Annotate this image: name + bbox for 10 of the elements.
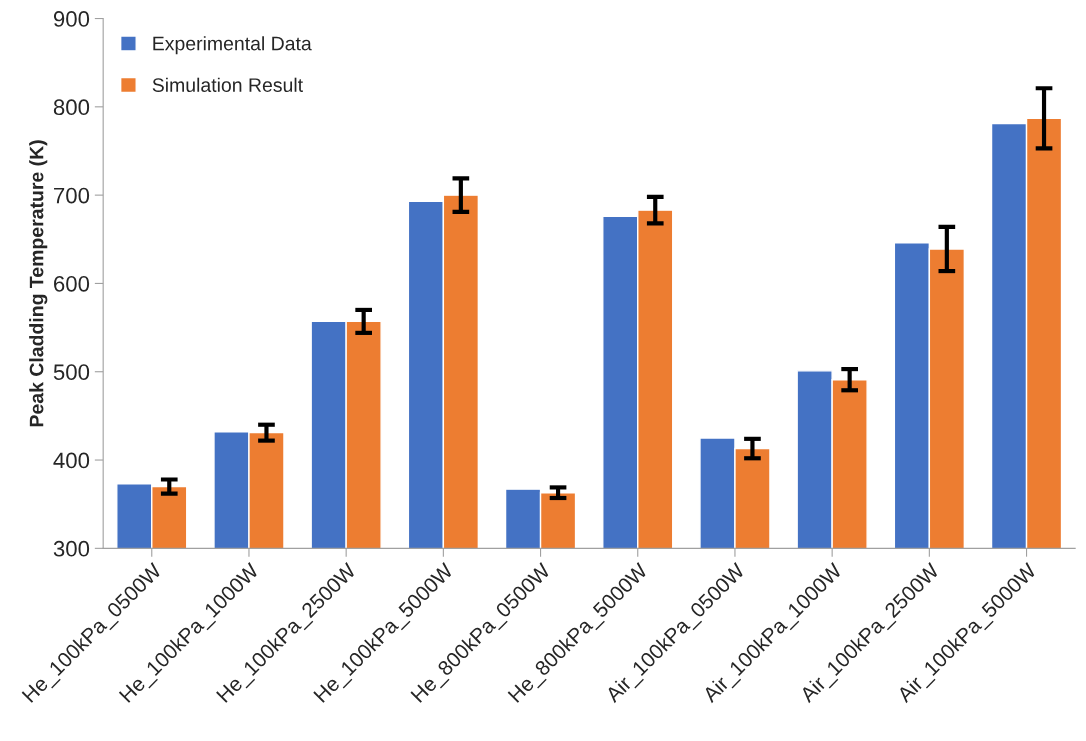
- y-axis-title: Peak Cladding Temperature (K): [29, 140, 48, 427]
- y-tick-label: 900: [53, 11, 90, 27]
- y-tick-label: 600: [54, 275, 90, 292]
- y-tick-label: 400: [53, 452, 90, 469]
- y-tick-label: 700: [54, 187, 90, 204]
- y-tick-label: 500: [53, 364, 90, 381]
- legend-label: Simulation Result: [152, 77, 303, 92]
- y-tick-label: 300: [53, 540, 90, 557]
- legend-label: Experimental Data: [153, 36, 312, 55]
- y-tick-label: 800: [53, 99, 90, 116]
